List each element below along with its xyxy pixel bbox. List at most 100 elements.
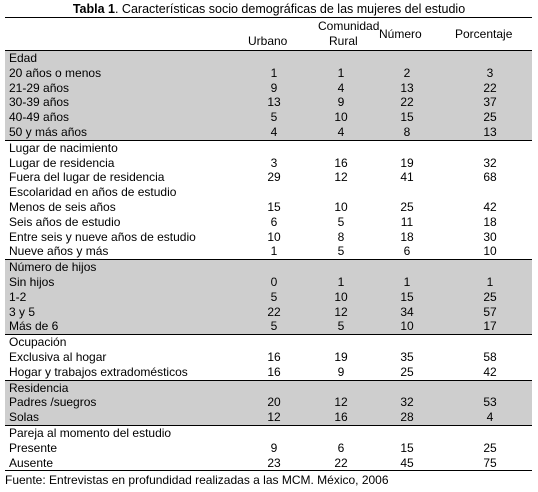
section-title: Ocupación — [9, 335, 67, 350]
cell-urbano: 16 — [267, 364, 281, 379]
cell-urbano: 12 — [267, 410, 281, 425]
cell-rural: 4 — [337, 80, 345, 95]
row-label: 50 y más años — [9, 124, 88, 139]
cell-rural: 9 — [337, 364, 345, 379]
cell-rural: 10 — [334, 289, 348, 304]
table-row: Nueve años y más 1 5 6 10 — [5, 244, 532, 259]
row-label: Lugar de residencia — [9, 155, 115, 170]
cell-numero: 13 — [400, 80, 414, 95]
cell-urbano: 4 — [270, 124, 278, 139]
row-label: Nueve años y más — [9, 244, 109, 259]
cell-numero: 19 — [400, 155, 414, 170]
row-label: 21-29 años — [9, 80, 70, 95]
data-table: Edad 20 años o menos 1 1 2 3 21-29 años 9 4 13 22 3… — [5, 51, 532, 470]
cell-rural: 22 — [334, 455, 348, 470]
cell-urbano: 20 — [267, 395, 281, 410]
cell-numero: 25 — [400, 364, 414, 379]
cell-numero: 11 — [400, 214, 414, 229]
table-row: Seis años de estudio 6 5 11 18 — [5, 215, 532, 230]
header-comunidad: Comunidad — [318, 19, 380, 33]
cell-numero: 22 — [400, 95, 414, 110]
cell-rural: 10 — [334, 199, 348, 214]
row-label: Menos de seis años — [9, 199, 116, 214]
header-urbano: Urbano — [248, 34, 288, 48]
cell-rural: 9 — [337, 95, 345, 110]
cell-porcentaje: 4 — [486, 410, 494, 425]
row-label: Entre seis y nueve años de estudio — [9, 229, 196, 244]
section-title: Número de hijos — [9, 260, 97, 275]
row-label: Padres /suegros — [9, 395, 97, 410]
cell-urbano: 16 — [267, 349, 281, 364]
table-row: Solas 12 16 28 4 — [5, 410, 532, 425]
cell-rural: 5 — [337, 319, 345, 334]
section-title-row: Número de hijos — [5, 259, 532, 275]
cell-numero: 34 — [400, 304, 414, 319]
cell-porcentaje: 42 — [483, 364, 497, 379]
table-row: 30-39 años 13 9 22 37 — [5, 95, 532, 111]
row-label: Hogar y trabajos extradomésticos — [9, 364, 188, 379]
table-row: 3 y 5 22 12 34 57 — [5, 304, 532, 320]
header-rural: Rural — [329, 34, 358, 48]
cell-numero: 35 — [400, 349, 414, 364]
cell-urbano: 3 — [270, 155, 278, 170]
cell-porcentaje: 68 — [483, 170, 497, 185]
cell-numero: 2 — [403, 65, 411, 80]
cell-urbano: 9 — [270, 440, 278, 455]
section-title: Residencia — [9, 380, 69, 395]
cell-urbano: 5 — [270, 319, 278, 334]
cell-numero: 1 — [403, 274, 411, 289]
cell-numero: 8 — [403, 124, 411, 139]
cell-rural: 5 — [337, 214, 345, 229]
table-row: Ausente 23 22 45 75 — [5, 456, 532, 471]
cell-rural: 1 — [337, 274, 345, 289]
cell-rural: 12 — [334, 395, 348, 410]
cell-porcentaje: 30 — [483, 229, 497, 244]
table-row: Exclusiva al hogar 16 19 35 58 — [5, 350, 532, 365]
table-row: Más de 6 5 5 10 17 — [5, 319, 532, 335]
cell-urbano: 0 — [270, 274, 278, 289]
row-label: Seis años de estudio — [9, 214, 121, 229]
table-row: 21-29 años 9 4 13 22 — [5, 80, 532, 96]
cell-porcentaje: 25 — [483, 289, 497, 304]
row-label: Ausente — [9, 455, 54, 470]
cell-porcentaje: 58 — [483, 349, 497, 364]
cell-urbano: 13 — [267, 95, 281, 110]
top-rule — [5, 17, 532, 18]
section-title-row: Ocupación — [5, 334, 532, 350]
row-label: 3 y 5 — [9, 304, 36, 319]
cell-rural: 5 — [337, 244, 345, 259]
header-porcentaje: Porcentaje — [455, 27, 513, 41]
cell-urbano: 29 — [267, 170, 281, 185]
row-label: 1-2 — [9, 289, 27, 304]
cell-urbano: 15 — [267, 199, 281, 214]
row-label: 30-39 años — [9, 95, 70, 110]
table-row: 20 años o menos 1 1 2 3 — [5, 65, 532, 81]
cell-porcentaje: 57 — [483, 304, 497, 319]
table-row: 1-2 5 10 15 25 — [5, 289, 532, 305]
cell-numero: 15 — [400, 289, 414, 304]
cell-urbano: 9 — [270, 80, 278, 95]
table-row: Entre seis y nueve años de estudio 10 8 18 3… — [5, 230, 532, 245]
row-label: 40-49 años — [9, 110, 70, 125]
cell-rural: 6 — [337, 440, 345, 455]
table-row: 50 y más años 4 4 8 13 — [5, 124, 532, 140]
row-label: Exclusiva al hogar — [9, 349, 107, 364]
table-row: Hogar y trabajos extradomésticos 16 9 25 42 — [5, 365, 532, 380]
row-label: Presente — [9, 440, 58, 455]
table-row: Menos de seis años 15 10 25 42 — [5, 200, 532, 215]
section-title-row: Edad — [5, 51, 532, 66]
cell-urbano: 5 — [270, 289, 278, 304]
cell-porcentaje: 18 — [483, 214, 497, 229]
cell-rural: 8 — [337, 229, 345, 244]
cell-rural: 16 — [334, 410, 348, 425]
cell-urbano: 6 — [270, 214, 278, 229]
cell-numero: 41 — [400, 170, 414, 185]
cell-urbano: 10 — [267, 229, 281, 244]
cell-rural: 16 — [334, 155, 348, 170]
cell-urbano: 1 — [270, 244, 278, 259]
cell-urbano: 22 — [267, 304, 281, 319]
table-row: Padres /suegros 20 12 32 53 — [5, 395, 532, 411]
cell-porcentaje: 53 — [483, 395, 497, 410]
section-title: Edad — [9, 51, 38, 65]
cell-porcentaje: 17 — [483, 319, 497, 334]
